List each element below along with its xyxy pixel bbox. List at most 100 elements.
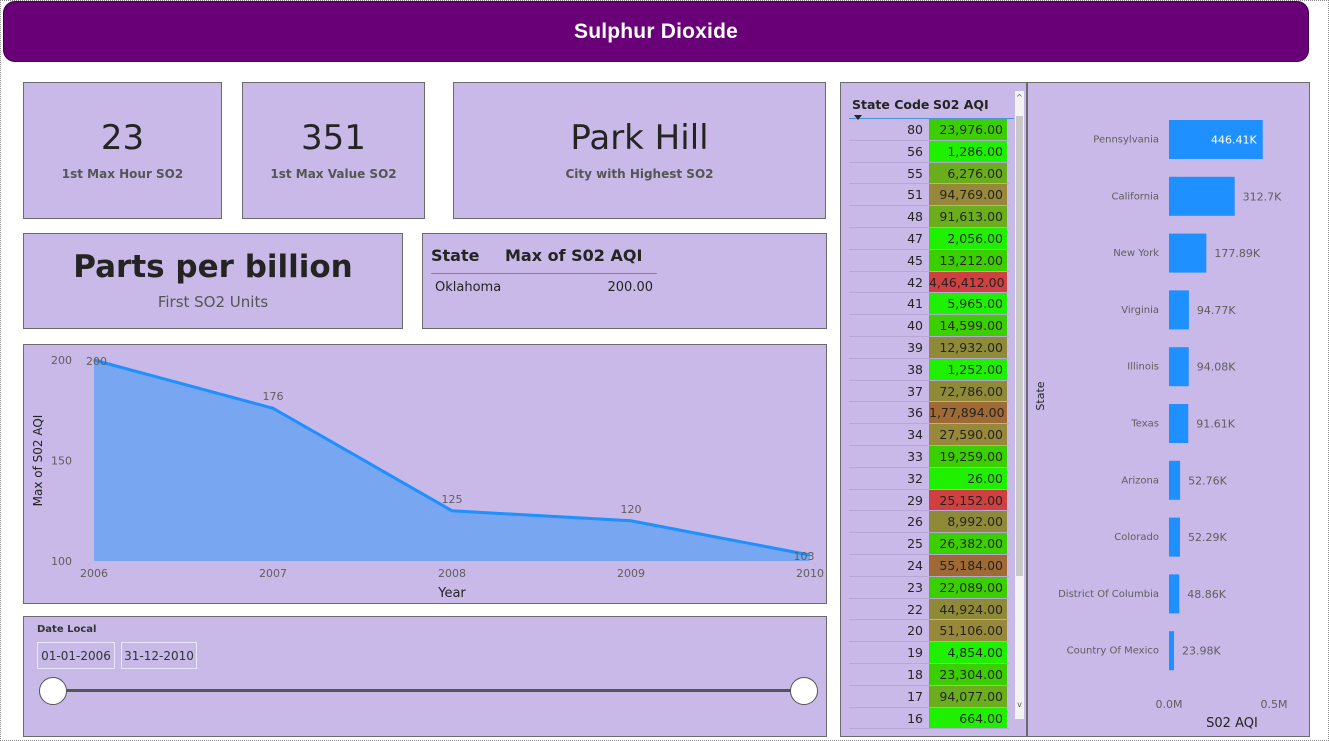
table-row[interactable]: 25 26,382.00 xyxy=(849,533,1009,555)
table-row[interactable]: 23 22,089.00 xyxy=(849,576,1009,599)
column-header-state-code[interactable]: State Code xyxy=(852,97,930,112)
table-row[interactable]: 18 23,304.00 xyxy=(849,663,1009,686)
category-label: Virginia xyxy=(1121,305,1159,316)
max-table-header: State Max of S02 AQI xyxy=(431,246,657,274)
table-row[interactable]: 17 94,077.00 xyxy=(849,685,1009,708)
slider-track[interactable] xyxy=(52,689,804,692)
cell-state-code: 18 xyxy=(907,666,923,682)
data-label: 312.7K xyxy=(1243,190,1282,203)
cell-s02-aqi: 26,382.00 xyxy=(929,533,1007,554)
data-label: 120 xyxy=(621,503,642,516)
data-label: 177.89K xyxy=(1214,247,1260,260)
cell-s02-aqi: 72,786.00 xyxy=(929,380,1007,402)
cell-s02-aqi: 14,599.00 xyxy=(929,315,1007,336)
kpi-value: 351 xyxy=(301,117,366,158)
bar xyxy=(1169,460,1181,500)
table-row[interactable]: 26 8,992.00 xyxy=(849,511,1009,534)
table-row[interactable]: 38 1,252.00 xyxy=(849,358,1009,381)
cell-s02-aqi: 22,089.00 xyxy=(929,576,1007,598)
kpi-value: 23 xyxy=(100,117,145,158)
y-tick-label: 100 xyxy=(51,555,72,568)
column-header-state[interactable]: State xyxy=(431,246,480,265)
table-row[interactable]: 16 664.00 xyxy=(849,707,1009,730)
table-scrollbar[interactable]: ^ v xyxy=(1015,91,1024,719)
slider-end-handle[interactable] xyxy=(790,677,818,705)
column-header-max-aqi[interactable]: Max of S02 AQI xyxy=(505,246,643,265)
bar xyxy=(1169,517,1180,557)
cell-s02-aqi: 94,077.00 xyxy=(929,685,1007,707)
cell-state-code: 33 xyxy=(907,448,923,464)
cell-state-code: 41 xyxy=(907,296,923,312)
table-row[interactable]: 42 4,46,412.00 xyxy=(849,271,1009,294)
title-banner: Sulphur Dioxide xyxy=(3,1,1309,62)
start-date-input[interactable]: 01-01-2006 xyxy=(37,642,115,669)
data-label: 125 xyxy=(442,493,463,506)
column-header-s02-aqi[interactable]: S02 AQI xyxy=(933,97,989,112)
table-row[interactable]: 19 4,854.00 xyxy=(849,642,1009,664)
state-code-table[interactable]: State Code S02 AQI 80 23,976.00 56 1,286.00… xyxy=(840,82,1027,737)
table-row[interactable]: 45 13,212.00 xyxy=(849,249,1009,272)
table-row[interactable]: Oklahoma 200.00 xyxy=(431,274,657,295)
slicer-title: Date Local xyxy=(37,624,97,635)
data-label: 200 xyxy=(86,355,107,368)
table-row[interactable]: 37 72,786.00 xyxy=(849,380,1009,403)
bar xyxy=(1169,120,1263,159)
kpi-card-max-value[interactable]: 351 1st Max Value SO2 xyxy=(242,82,425,219)
table-row[interactable]: 20 51,106.00 xyxy=(849,620,1009,643)
table-row[interactable]: 34 27,590.00 xyxy=(849,424,1009,446)
y-tick-label: 150 xyxy=(51,455,72,468)
state-table-header: State Code S02 AQI xyxy=(849,91,1014,120)
cell-s02-aqi: 55,184.00 xyxy=(929,554,1007,576)
table-row[interactable]: 24 55,184.00 xyxy=(849,554,1009,577)
end-date-input[interactable]: 31-12-2010 xyxy=(121,642,197,669)
series-line xyxy=(93,358,811,557)
table-row[interactable]: 48 91,613.00 xyxy=(849,206,1009,228)
state-bar-chart-card[interactable]: Pennsylvania 446.41K California 312.7K New Y… xyxy=(1027,82,1310,737)
sort-desc-icon[interactable] xyxy=(854,115,862,120)
area-chart: 200 176 125 120 103 2006 2007 2008 2009 2010 200 15… xyxy=(31,354,824,601)
table-row[interactable]: 36 1,77,894.00 xyxy=(849,402,1009,425)
table-row[interactable]: 80 23,976.00 xyxy=(849,119,1009,141)
scroll-down-icon[interactable]: v xyxy=(1017,700,1022,709)
x-tick-label: 2008 xyxy=(438,567,466,580)
date-slicer[interactable]: Date Local 01-01-2006 31-12-2010 xyxy=(23,616,827,737)
table-row[interactable]: 56 1,286.00 xyxy=(849,140,1009,163)
table-row[interactable]: 22 44,924.00 xyxy=(849,598,1009,621)
category-label: Illinois xyxy=(1127,362,1159,373)
table-row[interactable]: 33 19,259.00 xyxy=(849,445,1009,468)
kpi-value: Park Hill xyxy=(570,117,709,158)
x-tick-label: 2006 xyxy=(80,567,108,580)
scrollbar-thumb[interactable] xyxy=(1016,116,1023,576)
kpi-card-max-hour[interactable]: 23 1st Max Hour SO2 xyxy=(23,82,222,219)
category-label: California xyxy=(1112,191,1160,202)
cell-state-code: 38 xyxy=(907,361,923,377)
data-label: 48.86K xyxy=(1187,588,1226,601)
table-row[interactable]: 29 25,152.00 xyxy=(849,489,1009,512)
table-row[interactable]: 41 5,965.00 xyxy=(849,293,1009,316)
dashboard-title: Sulphur Dioxide xyxy=(573,19,738,43)
table-row[interactable]: 32 26.00 xyxy=(849,467,1009,490)
cell-s02-aqi: 6,276.00 xyxy=(929,162,1007,184)
kpi-label: 1st Max Hour SO2 xyxy=(61,166,184,181)
table-row[interactable]: 47 2,056.00 xyxy=(849,227,1009,250)
data-label: 52.76K xyxy=(1188,474,1227,487)
slider-start-handle[interactable] xyxy=(39,677,67,705)
cell-s02-aqi: 51,106.00 xyxy=(929,620,1007,642)
cell-s02-aqi: 19,259.00 xyxy=(929,445,1007,467)
data-label: 23.98K xyxy=(1182,645,1221,658)
table-row[interactable]: 55 6,276.00 xyxy=(849,162,1009,185)
area-chart-card[interactable]: 200 176 125 120 103 2006 2007 2008 2009 2010 200 15… xyxy=(23,344,827,604)
data-label: 94.08K xyxy=(1197,361,1236,374)
cell-state-code: 20 xyxy=(907,623,923,639)
cell-s02-aqi: 1,77,894.00 xyxy=(929,402,1007,424)
max-aqi-table[interactable]: State Max of S02 AQI Oklahoma 200.00 xyxy=(422,233,827,329)
category-label: Pennsylvania xyxy=(1093,135,1159,146)
table-row[interactable]: 39 12,932.00 xyxy=(849,336,1009,359)
table-row[interactable]: 51 94,769.00 xyxy=(849,184,1009,207)
table-row[interactable]: 40 14,599.00 xyxy=(849,315,1009,337)
units-card[interactable]: Parts per billion First SO2 Units xyxy=(23,233,403,329)
kpi-card-city[interactable]: Park Hill City with Highest SO2 xyxy=(453,82,826,219)
cell-state-code: 34 xyxy=(907,427,923,443)
scroll-up-icon[interactable]: ^ xyxy=(1016,93,1023,102)
cell-state-code: 24 xyxy=(907,557,923,573)
